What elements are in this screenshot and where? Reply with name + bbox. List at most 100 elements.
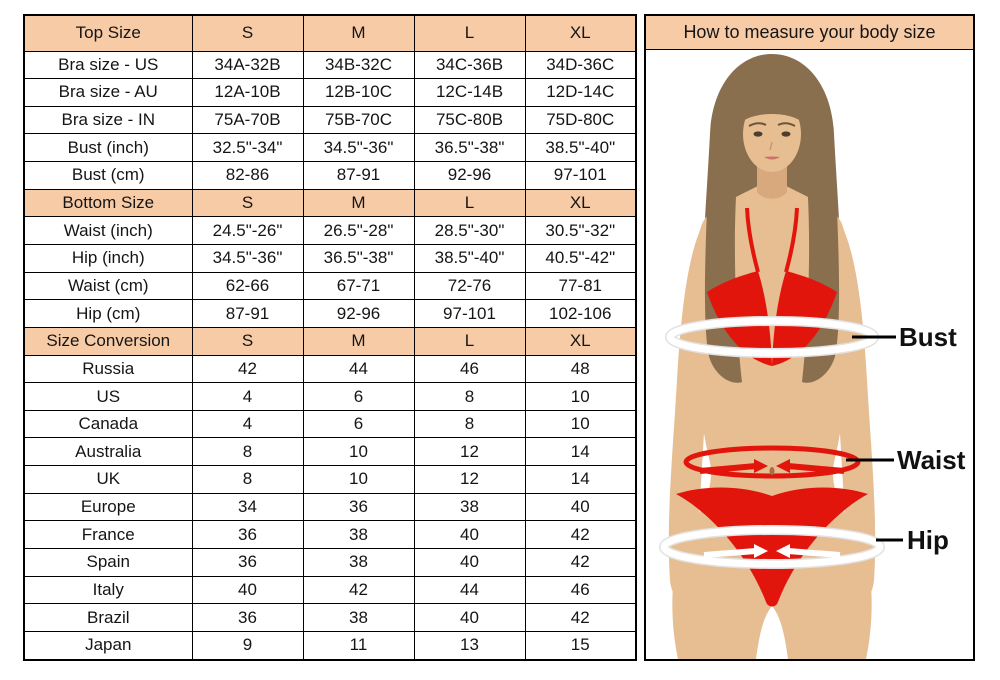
right-eye xyxy=(781,131,791,137)
waist-arrow-right xyxy=(787,463,845,474)
size-value-cell: 24.5"-26" xyxy=(191,216,304,245)
size-value-cell: 77-81 xyxy=(524,271,637,301)
size-value-cell: 34 xyxy=(191,492,304,522)
size-value-cell: 12D-14C xyxy=(524,78,637,107)
table-row: Waist (cm) 62-66 67-71 72-76 77-81 xyxy=(23,271,637,301)
table-row: Canada 4 6 8 10 xyxy=(23,409,637,439)
size-value-cell: 40 xyxy=(524,492,637,522)
size-column-header: XL xyxy=(524,14,637,52)
model-figure-area: Bust Waist Hip xyxy=(646,50,973,659)
row-label: France xyxy=(23,520,193,550)
size-value-cell: 38 xyxy=(302,520,415,550)
size-value-cell: 10 xyxy=(524,409,637,439)
hip-arrow-left xyxy=(703,548,757,558)
section-header-label: Bottom Size xyxy=(23,188,193,218)
size-value-cell: 75B-70C xyxy=(302,105,415,135)
size-value-cell: 34.5"-36" xyxy=(191,243,304,273)
size-value-cell: 42 xyxy=(191,354,304,384)
size-column-header: S xyxy=(191,188,304,218)
row-label: Waist (inch) xyxy=(23,216,193,245)
size-value-cell: 8 xyxy=(191,437,304,467)
size-column-header: S xyxy=(191,14,304,52)
table-row: Spain 36 38 40 42 xyxy=(23,548,637,577)
table-row: France 36 38 40 42 xyxy=(23,520,637,550)
size-value-cell: 36.5"-38" xyxy=(413,133,526,163)
size-value-cell: 75A-70B xyxy=(191,105,304,135)
hair-fringe xyxy=(737,92,807,126)
row-label: Bust (inch) xyxy=(23,133,193,163)
size-value-cell: 14 xyxy=(524,437,637,467)
size-value-cell: 40 xyxy=(413,520,526,550)
size-value-cell: 4 xyxy=(191,382,304,411)
table-row: Bra size - AU 12A-10B 12B-10C 12C-14B 12D-14… xyxy=(23,78,637,107)
size-value-cell: 10 xyxy=(302,465,415,494)
row-label: Bra size - US xyxy=(23,50,193,80)
size-value-cell: 12C-14B xyxy=(413,78,526,107)
row-label: US xyxy=(23,382,193,411)
row-label: Hip (inch) xyxy=(23,243,193,273)
size-value-cell: 32.5"-34" xyxy=(191,133,304,163)
size-value-cell: 8 xyxy=(413,382,526,411)
size-value-cell: 6 xyxy=(302,382,415,411)
measure-panel-title: How to measure your body size xyxy=(646,16,973,50)
size-value-cell: 38 xyxy=(413,492,526,522)
section-header-row: Bottom Size S M L XL xyxy=(23,188,637,218)
size-value-cell: 97-101 xyxy=(524,161,637,190)
row-label: Canada xyxy=(23,409,193,439)
table-row: Bust (cm) 82-86 87-91 92-96 97-101 xyxy=(23,161,637,190)
hip-label: Hip xyxy=(907,525,949,555)
size-value-cell: 36 xyxy=(191,548,304,577)
size-value-cell: 12 xyxy=(413,465,526,494)
hip-ellipse xyxy=(660,526,884,568)
table-row: Brazil 36 38 40 42 xyxy=(23,603,637,632)
size-value-cell: 75C-80B xyxy=(413,105,526,135)
size-value-cell: 15 xyxy=(524,630,637,661)
size-table: Top Size S M L XL Bra size - US 34A-32B 34B-32C… xyxy=(23,14,637,661)
size-value-cell: 72-76 xyxy=(413,271,526,301)
size-value-cell: 40 xyxy=(413,548,526,577)
size-column-header: L xyxy=(413,188,526,218)
table-row: US 4 6 8 10 xyxy=(23,382,637,411)
table-row: Hip (inch) 34.5"-36" 36.5"-38" 38.5"-40" 40.… xyxy=(23,243,637,273)
size-value-cell: 38.5"-40" xyxy=(413,243,526,273)
size-value-cell: 67-71 xyxy=(302,271,415,301)
waist-ellipse xyxy=(683,445,861,479)
table-row: Russia 42 44 46 48 xyxy=(23,354,637,384)
row-label: Brazil xyxy=(23,603,193,632)
size-value-cell: 14 xyxy=(524,465,637,494)
section-header-row: Top Size S M L XL xyxy=(23,14,637,52)
size-column-header: M xyxy=(302,188,415,218)
table-row: Bra size - IN 75A-70B 75B-70C 75C-80B 75D-80… xyxy=(23,105,637,135)
size-value-cell: 82-86 xyxy=(191,161,304,190)
size-value-cell: 34B-32C xyxy=(302,50,415,80)
section-header-label: Size Conversion xyxy=(23,326,193,356)
size-value-cell: 12 xyxy=(413,437,526,467)
nose xyxy=(769,141,773,151)
size-column-header: XL xyxy=(524,188,637,218)
row-label: Europe xyxy=(23,492,193,522)
size-value-cell: 97-101 xyxy=(413,299,526,328)
size-value-cell: 75D-80C xyxy=(524,105,637,135)
size-value-cell: 44 xyxy=(413,575,526,605)
table-row: Europe 34 36 38 40 xyxy=(23,492,637,522)
size-column-header: L xyxy=(413,326,526,356)
measure-panel: How to measure your body size xyxy=(644,14,975,661)
size-value-cell: 92-96 xyxy=(302,299,415,328)
right-eyebrow xyxy=(777,122,796,127)
row-label: Bra size - AU xyxy=(23,78,193,107)
size-value-cell: 10 xyxy=(524,382,637,411)
hip-arrowhead-left xyxy=(754,544,768,558)
bikini-top-strap-right xyxy=(784,207,799,273)
size-value-cell: 42 xyxy=(524,603,637,632)
size-value-cell: 34C-36B xyxy=(413,50,526,80)
row-label: Hip (cm) xyxy=(23,299,193,328)
size-value-cell: 36 xyxy=(191,603,304,632)
bust-arrow-right xyxy=(783,339,803,346)
waist-arrow-left xyxy=(699,463,757,474)
table-row: Italy 40 42 44 46 xyxy=(23,575,637,605)
section-header-label: Top Size xyxy=(23,14,193,52)
table-row: Australia 8 10 12 14 xyxy=(23,437,637,467)
size-value-cell: 6 xyxy=(302,409,415,439)
bust-arrowhead-right xyxy=(774,336,786,347)
row-label: Italy xyxy=(23,575,193,605)
